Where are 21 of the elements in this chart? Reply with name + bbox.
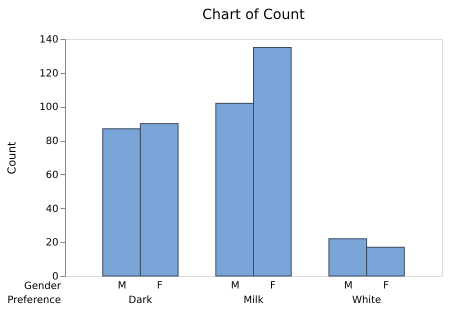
y-tick-label: 0 (52, 272, 58, 282)
x-tick-label: M (230, 280, 240, 292)
y-tick-label: 120 (39, 68, 58, 80)
x-tick-label: F (270, 280, 276, 292)
text: Gender (24, 281, 62, 292)
y-tick-label: 140 (39, 34, 58, 46)
text: Preference (7, 295, 61, 306)
x-tick-label: F (156, 280, 163, 292)
text: Dark (128, 295, 152, 306)
y-tick-label: 20 (46, 238, 58, 249)
y-axis-title: Count (5, 140, 18, 174)
x-tick-label: M (118, 280, 126, 292)
x-tick-label: M (344, 280, 353, 292)
y-tick-label: 80 (46, 136, 58, 148)
text: Milk (244, 295, 264, 306)
chart-title: Chart of Count (202, 7, 306, 23)
y-tick-label: 100 (39, 102, 58, 114)
y-tick-label: 40 (46, 204, 58, 215)
text: White (352, 295, 382, 306)
x-tick-label: F (383, 280, 390, 292)
y-tick-label: 60 (46, 170, 58, 181)
